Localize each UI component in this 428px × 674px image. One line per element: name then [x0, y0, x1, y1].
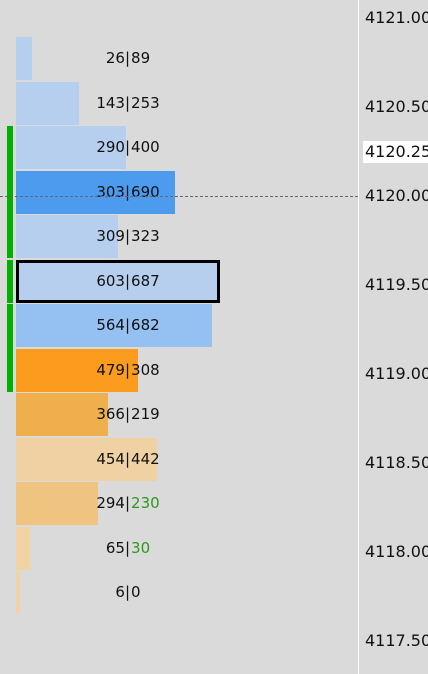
volume-separator: | — [124, 227, 131, 245]
volume-separator: | — [124, 316, 131, 334]
price-tick-label: 4117.50 — [365, 631, 428, 650]
ladder-row[interactable]: 294|230 — [16, 482, 220, 525]
volume-separator: | — [124, 583, 131, 601]
ask-volume-value: 0 — [131, 583, 141, 601]
volume-label: 454|442 — [28, 438, 228, 481]
ask-volume-value: 230 — [131, 494, 160, 512]
volume-label: 6|0 — [28, 571, 228, 614]
ladder-row[interactable]: 603|687 — [16, 259, 220, 303]
ask-volume-value: 219 — [131, 405, 160, 423]
price-tick-label: 4118.50 — [365, 453, 428, 472]
volume-bar — [16, 215, 118, 258]
ladder-row[interactable]: 564|682 — [16, 304, 220, 347]
volume-label: 366|219 — [28, 393, 228, 436]
volume-bar — [16, 348, 138, 392]
price-tick-label: 4119.50 — [365, 275, 428, 294]
current-price-line — [0, 196, 358, 197]
bid-volume-value: 294 — [96, 494, 125, 512]
volume-separator: | — [124, 93, 131, 112]
trade-marker-bar — [7, 304, 13, 392]
trade-marker-bar — [7, 259, 13, 303]
volume-bar — [16, 37, 32, 80]
ladder-row[interactable]: 454|442 — [16, 437, 220, 481]
volume-bar — [16, 170, 175, 214]
volume-separator: | — [124, 449, 131, 468]
ask-volume-value: 253 — [131, 93, 160, 112]
volume-separator: | — [124, 49, 131, 67]
volume-bar — [16, 571, 20, 614]
volume-label: 564|682 — [28, 304, 228, 347]
ask-volume-value: 690 — [131, 182, 160, 201]
bid-volume-value: 366 — [96, 405, 125, 423]
price-axis-divider — [358, 0, 359, 674]
ladder-row[interactable]: 290|400 — [16, 126, 220, 169]
ladder-row[interactable]: 309|323 — [16, 215, 220, 258]
volume-label: 143|253 — [28, 82, 228, 125]
bid-volume-value: 309 — [96, 227, 125, 245]
ladder-row[interactable]: 366|219 — [16, 393, 220, 436]
ask-volume-value: 323 — [131, 227, 160, 245]
volume-bar — [16, 126, 126, 169]
trade-marker-bar — [7, 126, 13, 258]
bid-volume-value: 479 — [96, 360, 125, 379]
volume-profile-ladder[interactable]: 26|89 143|253 290|400 303|690 309|323 603|687… — [0, 0, 358, 674]
volume-bar — [16, 437, 157, 481]
ladder-row[interactable]: 26|89 — [16, 37, 220, 80]
last-price-label: 4120.25 — [363, 141, 428, 163]
volume-separator: | — [124, 494, 131, 512]
bid-volume-value: 454 — [96, 449, 125, 468]
price-tick-label: 4120.50 — [365, 97, 428, 116]
volume-label: 26|89 — [28, 37, 228, 80]
ladder-row[interactable]: 6|0 — [16, 571, 220, 614]
ask-volume-value: 400 — [131, 138, 160, 156]
volume-label: 603|687 — [28, 260, 228, 303]
bid-volume-value: 6 — [115, 583, 125, 601]
price-tick-label: 4120.00 — [365, 186, 428, 205]
volume-bar — [16, 304, 212, 347]
volume-bar — [16, 393, 108, 436]
ladder-row[interactable]: 143|253 — [16, 81, 220, 125]
price-tick-label: 4119.00 — [365, 364, 428, 383]
bid-volume-value: 303 — [96, 182, 125, 201]
volume-separator: | — [124, 182, 131, 201]
bid-volume-value: 603 — [96, 271, 125, 290]
volume-separator: | — [124, 360, 131, 379]
volume-label: 294|230 — [28, 482, 228, 525]
volume-bar — [16, 81, 79, 125]
volume-separator: | — [124, 271, 131, 290]
volume-label: 303|690 — [28, 171, 228, 214]
volume-bar — [16, 482, 98, 525]
price-tick-label: 4121.00 — [365, 8, 428, 27]
price-tick-label: 4118.00 — [365, 542, 428, 561]
volume-separator: | — [124, 405, 131, 423]
ask-volume-value: 682 — [131, 316, 160, 334]
volume-bar — [16, 259, 220, 303]
volume-label: 290|400 — [28, 126, 228, 169]
ask-volume-value: 30 — [131, 538, 151, 557]
volume-separator: | — [124, 538, 131, 557]
bid-volume-value: 65 — [105, 538, 125, 557]
ask-volume-value: 89 — [131, 49, 151, 67]
bid-volume-value: 290 — [96, 138, 125, 156]
ladder-row[interactable]: 303|690 — [16, 170, 220, 214]
volume-separator: | — [124, 138, 131, 156]
bid-volume-value: 26 — [105, 49, 125, 67]
ask-volume-value: 308 — [131, 360, 160, 379]
volume-label: 479|308 — [28, 349, 228, 392]
volume-label: 65|30 — [28, 527, 228, 570]
ask-volume-value: 442 — [131, 449, 160, 468]
ask-volume-value: 687 — [131, 271, 160, 290]
volume-label: 309|323 — [28, 215, 228, 258]
bid-volume-value: 564 — [96, 316, 125, 334]
bid-volume-value: 143 — [96, 93, 125, 112]
volume-bar — [16, 526, 30, 570]
ladder-row[interactable]: 479|308 — [16, 348, 220, 392]
ladder-row[interactable]: 65|30 — [16, 526, 220, 570]
